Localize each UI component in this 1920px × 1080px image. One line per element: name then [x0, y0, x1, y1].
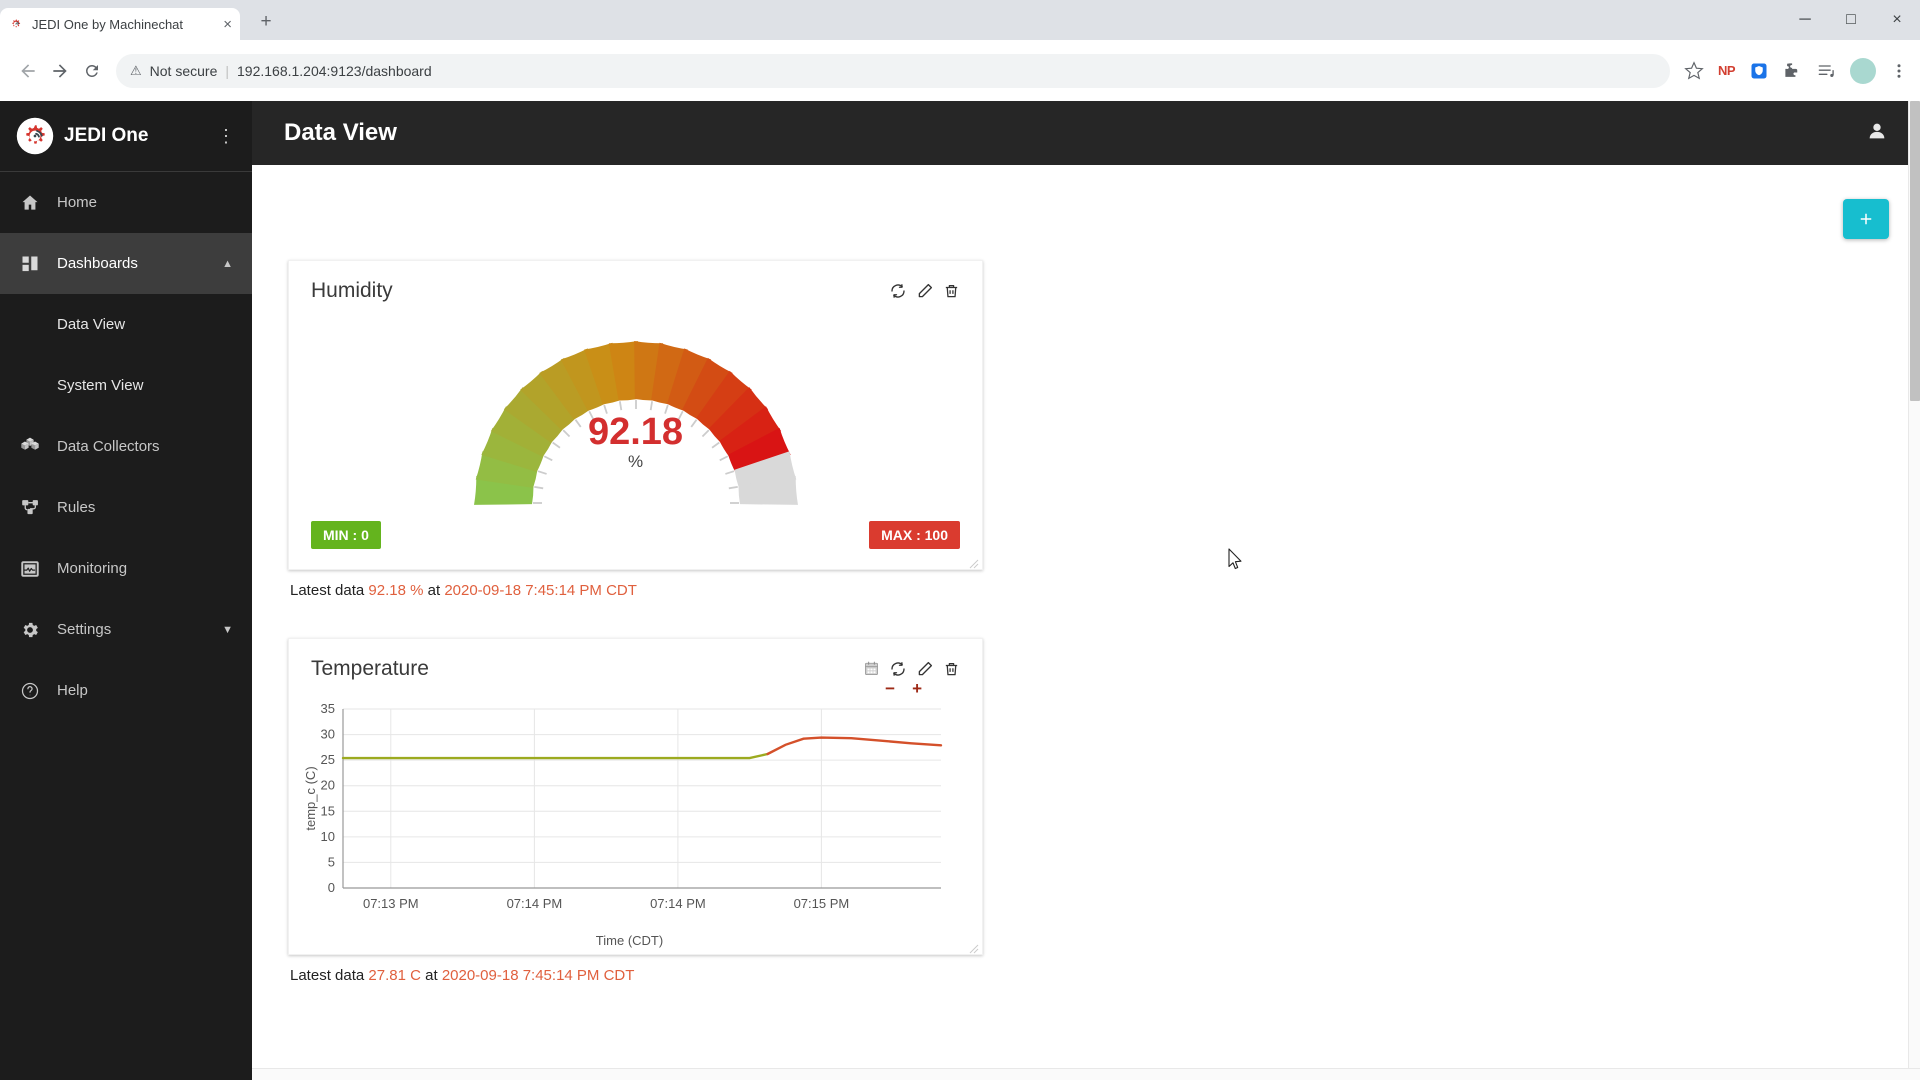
svg-text:15: 15: [321, 803, 335, 818]
svg-text:10: 10: [321, 829, 335, 844]
svg-text:07:15 PM: 07:15 PM: [794, 896, 850, 911]
svg-text:30: 30: [321, 727, 335, 742]
svg-text:07:13 PM: 07:13 PM: [363, 896, 419, 911]
svg-text:07:14 PM: 07:14 PM: [507, 896, 563, 911]
svg-text:20: 20: [321, 778, 335, 793]
svg-text:35: 35: [321, 701, 335, 716]
svg-text:25: 25: [321, 752, 335, 767]
svg-text:5: 5: [328, 854, 335, 869]
svg-text:0: 0: [328, 880, 335, 895]
svg-text:07:14 PM: 07:14 PM: [650, 896, 706, 911]
svg-text:temp_c (C): temp_c (C): [303, 766, 318, 830]
